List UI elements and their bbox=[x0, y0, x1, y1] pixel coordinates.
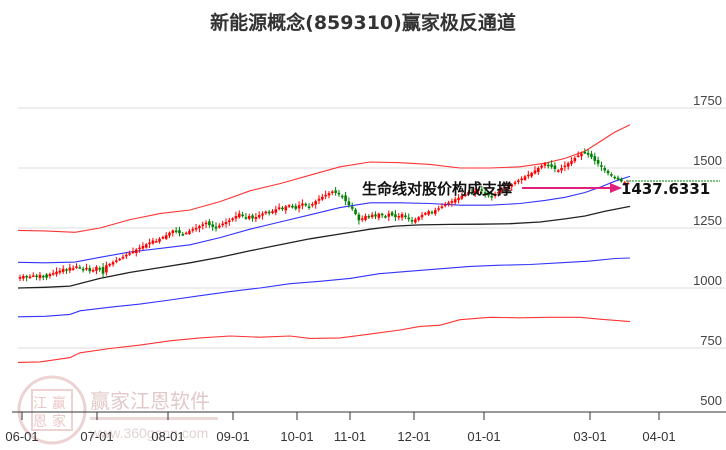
outer_upper-line bbox=[17, 124, 631, 233]
x-tick-label: 01-01 bbox=[467, 429, 500, 444]
support-value: 1437.6331 bbox=[621, 180, 710, 198]
x-tick-label: 12-01 bbox=[397, 429, 430, 444]
y-axis: 500 750 1000 1250 1500 1750 bbox=[693, 93, 722, 408]
y-tick-label: 1250 bbox=[693, 213, 722, 228]
annotation-text: 生命线对股价构成支撑 bbox=[362, 180, 512, 198]
arrow-right-icon bbox=[522, 183, 622, 193]
svg-text:赢: 赢 bbox=[52, 395, 66, 412]
x-tick-label: 09-01 bbox=[216, 429, 249, 444]
y-gridlines bbox=[18, 107, 726, 349]
x-tick-label: 04-01 bbox=[642, 429, 675, 444]
outer_lower-line bbox=[17, 316, 631, 363]
svg-text:江: 江 bbox=[33, 396, 47, 412]
watermark-name: 赢家江恩软件 bbox=[90, 389, 210, 413]
watermark: 江 赢 恩 家 赢家江恩软件 www.360gann.com bbox=[17, 375, 218, 445]
x-tick-label: 07-01 bbox=[80, 429, 113, 444]
channel-lines bbox=[17, 124, 631, 363]
x-axis: 06-01 07-01 08-01 09-01 10-01 11-01 12-01 01-01… bbox=[5, 411, 726, 444]
svg-text:恩: 恩 bbox=[33, 414, 47, 430]
watermark-url: www.360gann.com bbox=[89, 425, 208, 441]
y-tick-label: 1000 bbox=[693, 273, 722, 288]
y-tick-label: 750 bbox=[700, 333, 722, 348]
candlesticks bbox=[18, 148, 630, 282]
y-tick-label: 1750 bbox=[693, 93, 722, 108]
y-tick-label: 1500 bbox=[693, 153, 722, 168]
chart-title: 新能源概念(859310)赢家极反通道 bbox=[210, 12, 516, 34]
svg-text:家: 家 bbox=[52, 413, 66, 430]
x-tick-label: 03-01 bbox=[573, 429, 606, 444]
x-tick-label: 06-01 bbox=[5, 429, 38, 444]
x-tick-label: 11-01 bbox=[334, 429, 366, 444]
annotation: 生命线对股价构成支撑 1437.6331 bbox=[362, 180, 710, 198]
x-tick-label: 08-01 bbox=[151, 429, 184, 444]
inner_upper-line bbox=[17, 175, 631, 264]
x-tick-label: 10-01 bbox=[280, 429, 313, 444]
y-tick-label: 500 bbox=[700, 393, 722, 408]
watermark-seal-icon bbox=[17, 375, 87, 445]
inner_lower-line bbox=[17, 257, 631, 318]
lifeline-line bbox=[17, 205, 631, 289]
